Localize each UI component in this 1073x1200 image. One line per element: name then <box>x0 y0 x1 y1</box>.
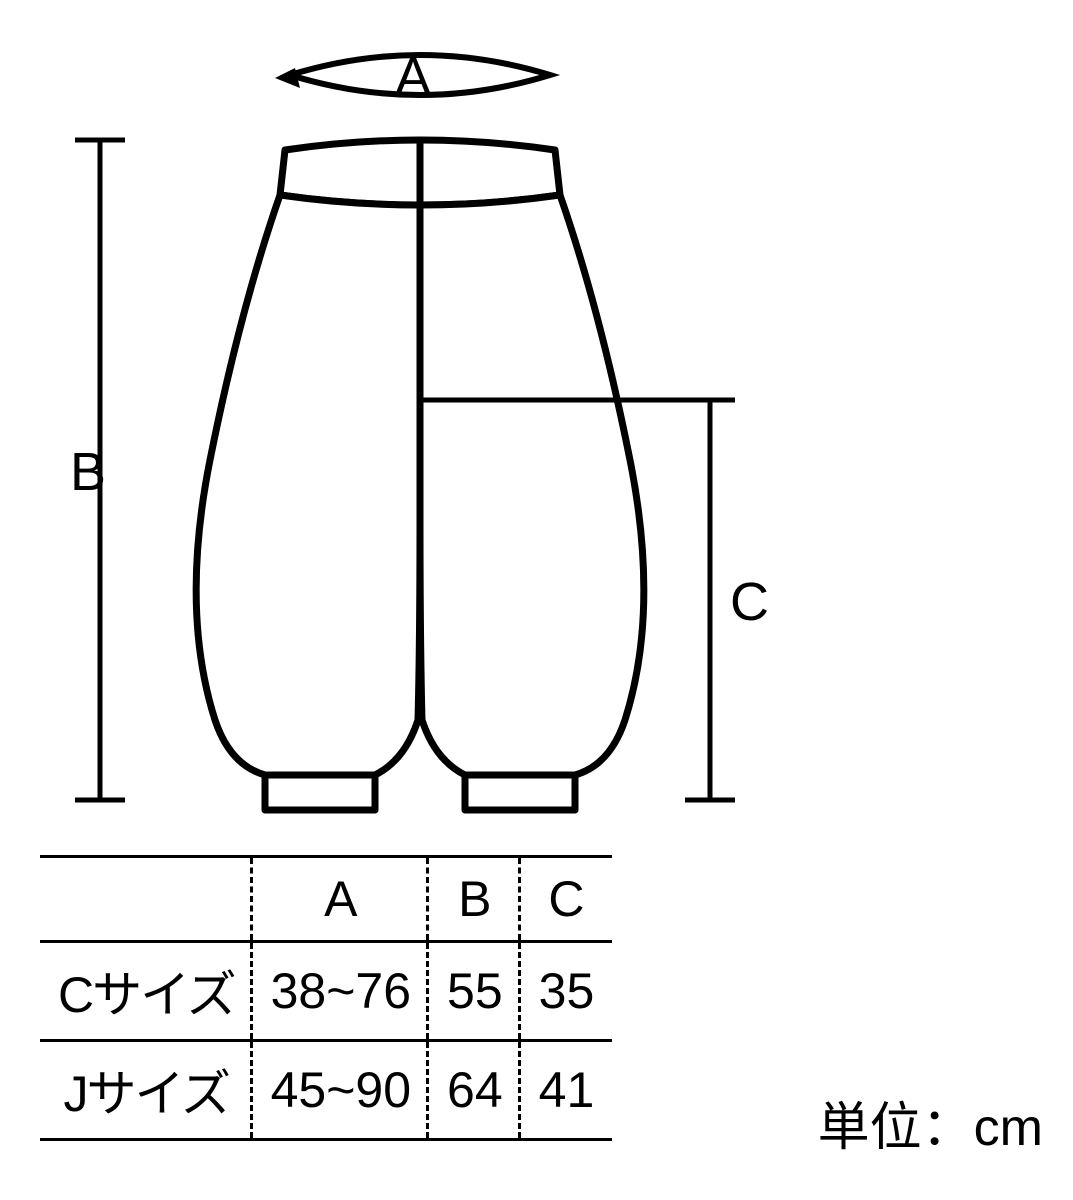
header-a: A <box>253 857 429 942</box>
dimension-c <box>685 400 735 800</box>
cell-c-c: 35 <box>521 942 613 1041</box>
label-a: A <box>395 47 431 107</box>
size-table-area: A B C Cサイズ 38~76 55 35 Jサイズ 45~90 64 41 <box>40 855 612 1141</box>
table-row: Jサイズ 45~90 64 41 <box>40 1041 612 1140</box>
page-container: B C A <box>0 0 1073 1200</box>
table-row: Cサイズ 38~76 55 35 <box>40 942 612 1041</box>
header-c: C <box>521 857 613 942</box>
cell-j-c: 41 <box>521 1041 613 1140</box>
unit-label: 単位：cm <box>818 1085 1043 1160</box>
row-label-j: Jサイズ <box>40 1041 253 1140</box>
cell-j-a: 45~90 <box>253 1041 429 1140</box>
pants-outline <box>196 140 710 810</box>
label-c: C <box>730 572 769 632</box>
pants-svg: B C A <box>70 20 870 840</box>
cell-c-b: 55 <box>429 942 521 1041</box>
header-blank <box>40 857 253 942</box>
table-header-row: A B C <box>40 857 612 942</box>
row-label-c: Cサイズ <box>40 942 253 1041</box>
size-table: A B C Cサイズ 38~76 55 35 Jサイズ 45~90 64 41 <box>40 855 612 1141</box>
cell-c-a: 38~76 <box>253 942 429 1041</box>
garment-diagram: B C A <box>70 20 870 840</box>
cell-j-b: 64 <box>429 1041 521 1140</box>
header-b: B <box>429 857 521 942</box>
label-b: B <box>70 442 106 502</box>
